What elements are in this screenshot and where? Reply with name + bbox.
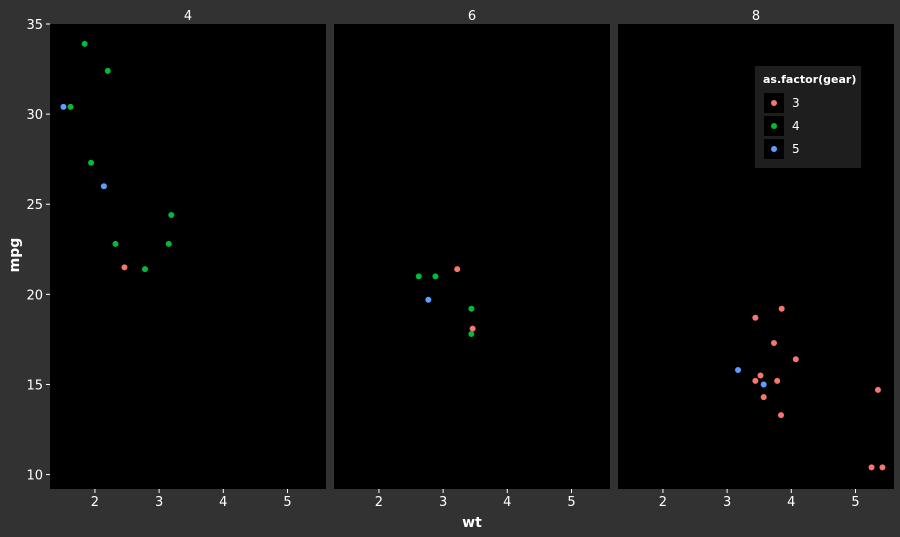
facet-strip-8	[618, 4, 894, 24]
data-point-gear-3	[778, 305, 785, 312]
data-points	[60, 40, 886, 471]
legend-swatch-4	[771, 123, 777, 129]
x-tick-label: 5	[283, 495, 291, 510]
legend-swatch-3	[771, 100, 777, 106]
data-point-gear-3	[770, 340, 777, 347]
data-point-gear-3	[760, 394, 767, 401]
data-point-gear-4	[81, 40, 88, 47]
data-point-gear-5	[760, 381, 767, 388]
facet-label-6: 6	[468, 9, 476, 24]
x-tick-label: 2	[659, 495, 667, 510]
x-tick-label: 4	[787, 495, 795, 510]
data-point-gear-3	[752, 314, 759, 321]
facet-strip-4	[50, 4, 326, 24]
facet-panel-4	[50, 24, 326, 489]
data-point-gear-4	[112, 240, 119, 247]
facet-panel-6	[334, 24, 610, 489]
legend-label-3: 3	[792, 96, 800, 110]
x-tick-label: 4	[219, 495, 227, 510]
data-point-gear-3	[469, 325, 476, 332]
data-point-gear-3	[774, 377, 781, 384]
y-tick-label: 30	[26, 108, 43, 123]
data-point-gear-4	[168, 212, 175, 219]
x-tick-label: 3	[155, 495, 163, 510]
y-tick-label: 35	[26, 18, 43, 33]
data-point-gear-4	[88, 159, 95, 166]
data-point-gear-5	[100, 183, 107, 190]
legend-title: as.factor(gear)	[763, 73, 856, 86]
data-point-gear-4	[432, 273, 439, 280]
data-point-gear-3	[778, 412, 785, 419]
data-point-gear-4	[468, 305, 475, 312]
data-point-gear-4	[165, 240, 172, 247]
y-tick-label: 25	[26, 198, 43, 213]
legend-swatch-5	[771, 146, 777, 152]
legend-label-4: 4	[792, 119, 800, 133]
legend: as.factor(gear) 3 4 5	[755, 66, 861, 168]
data-point-gear-4	[141, 266, 148, 273]
data-point-gear-3	[868, 464, 875, 471]
facet-label-8: 8	[752, 9, 760, 24]
y-axis: 10 15 20 25 30 35	[26, 18, 50, 484]
data-point-gear-3	[454, 266, 461, 273]
x-tick-label: 3	[439, 495, 447, 510]
facet-strip-6	[334, 4, 610, 24]
facet-label-4: 4	[184, 9, 192, 24]
y-tick-label: 20	[26, 288, 43, 303]
facet-panels: 4 2 3 4 5 6 2 3 4 5 8 2 3 4 5	[50, 4, 894, 510]
data-point-gear-3	[879, 464, 886, 471]
data-point-gear-3	[874, 386, 881, 393]
data-point-gear-4	[104, 67, 111, 74]
y-axis-title: mpg	[7, 238, 23, 273]
x-tick-label: 2	[91, 495, 99, 510]
legend-label-5: 5	[792, 142, 800, 156]
y-tick-label: 10	[26, 469, 43, 484]
data-point-gear-5	[425, 296, 432, 303]
y-tick-label: 15	[26, 378, 43, 393]
data-point-gear-3	[757, 372, 764, 379]
legend-items: 3 4 5	[764, 93, 800, 159]
x-tick-label: 3	[723, 495, 731, 510]
data-point-gear-3	[792, 356, 799, 363]
data-point-gear-4	[415, 273, 422, 280]
x-axis-title: wt	[462, 515, 482, 531]
x-tick-label: 5	[851, 495, 859, 510]
data-point-gear-3	[752, 377, 759, 384]
x-tick-label: 4	[503, 495, 511, 510]
data-point-gear-5	[735, 367, 742, 374]
x-tick-label: 5	[567, 495, 575, 510]
data-point-gear-4	[67, 103, 74, 110]
data-point-gear-3	[121, 264, 128, 271]
x-tick-label: 2	[375, 495, 383, 510]
data-point-gear-5	[60, 103, 67, 110]
data-point-gear-4	[468, 331, 475, 337]
